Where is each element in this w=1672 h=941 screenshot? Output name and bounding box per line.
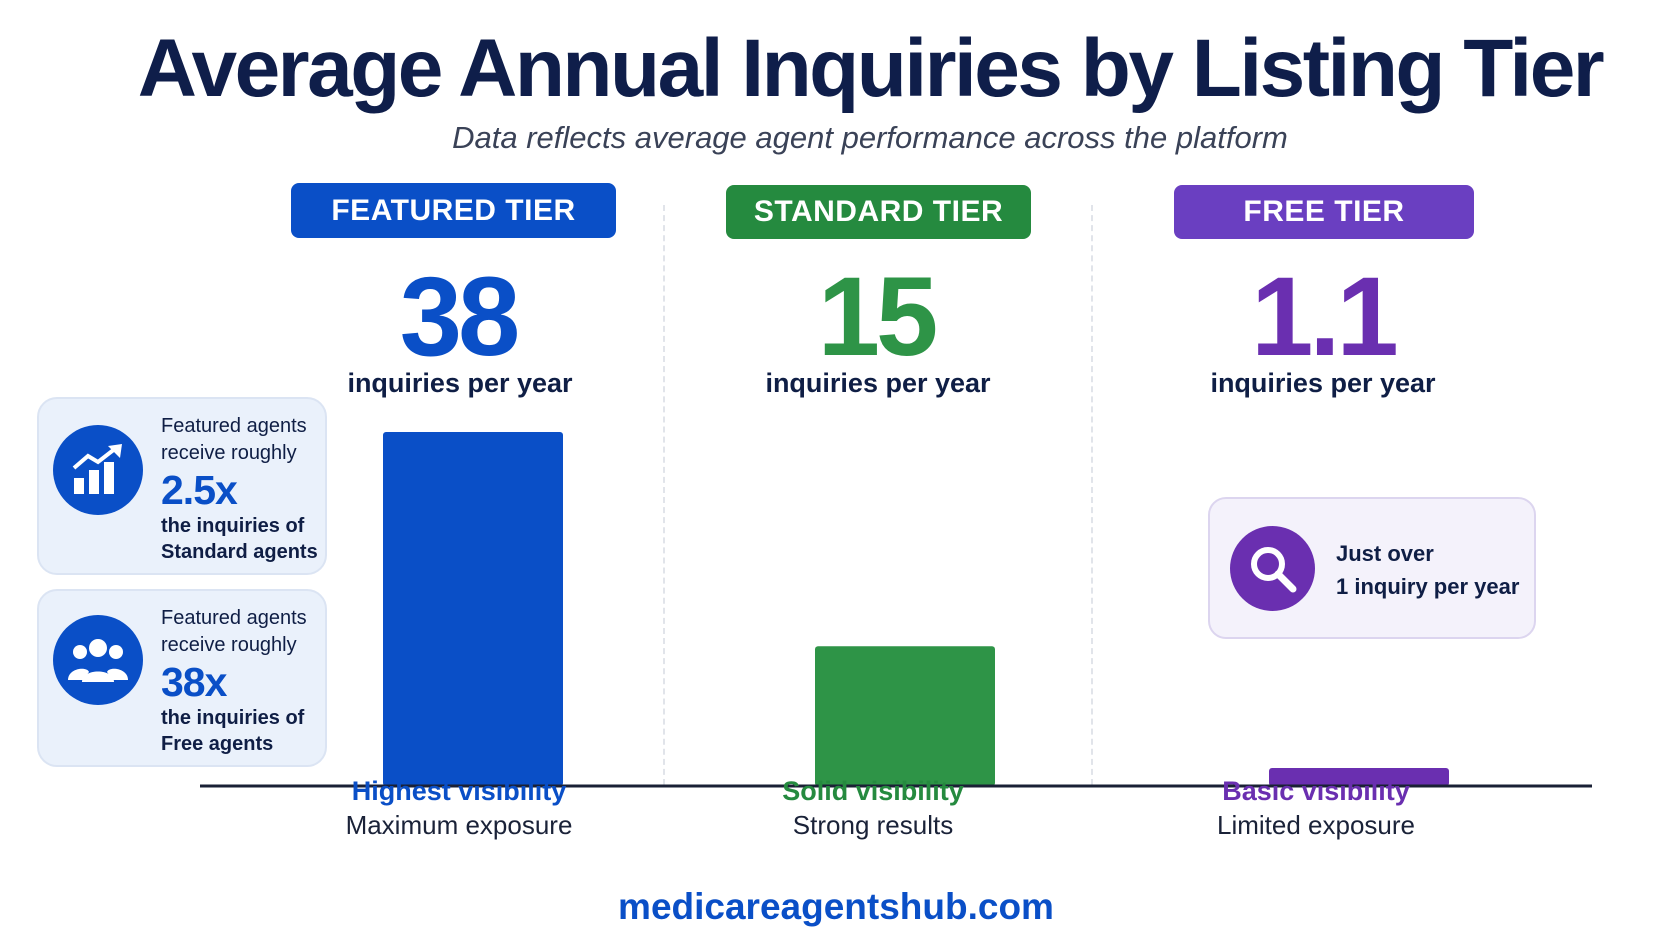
value-label-free: 1.1	[1251, 254, 1399, 379]
people-group-icon	[53, 615, 143, 705]
value-label-featured: 38	[399, 254, 521, 379]
unit-label-featured: inquiries per year	[347, 368, 573, 398]
tier-badge-featured: FEATURED TIER	[291, 183, 616, 238]
magnifier-icon	[1230, 526, 1315, 611]
category-subline-standard: Strong results	[792, 810, 954, 840]
footer-url[interactable]: medicareagentshub.com	[618, 886, 1054, 927]
callout-multiplier: 38x	[161, 659, 227, 705]
callout-line: the inquiries of	[161, 707, 305, 729]
callout-line: the inquiries of	[161, 515, 305, 537]
category-subline-featured: Maximum exposure	[345, 810, 573, 840]
unit-label-free: inquiries per year	[1210, 368, 1436, 398]
callout-line: Standard agents	[161, 541, 318, 563]
chart-subtitle: Data reflects average agent performance …	[452, 120, 1288, 155]
column-divider	[663, 205, 665, 785]
tier-badge-standard: STANDARD TIER	[726, 185, 1031, 239]
callout-line: receive roughly	[161, 634, 297, 656]
value-label-standard: 15	[817, 254, 939, 379]
callout-line: receive roughly	[161, 442, 297, 464]
bar-featured	[383, 432, 563, 786]
bar-standard	[815, 646, 995, 786]
category-subline-free: Limited exposure	[1217, 810, 1415, 840]
category-headline-standard: Solid visibility	[782, 776, 964, 806]
callout-featured-vs-free: Featured agents receive roughly 38x the …	[37, 589, 327, 767]
callout-featured-vs-standard: Featured agents receive roughly 2.5x the…	[37, 397, 327, 575]
category-headline-featured: Highest visibility	[351, 776, 567, 806]
chart-title: Average Annual Inquiries by Listing Tier	[137, 23, 1605, 114]
note-line: 1 inquiry per year	[1336, 574, 1520, 599]
free-tier-note: Just over 1 inquiry per year	[1208, 497, 1536, 639]
category-headline-free: Basic visibility	[1222, 776, 1410, 806]
callout-line: Featured agents	[161, 415, 307, 437]
unit-label-standard: inquiries per year	[765, 368, 991, 398]
growth-chart-icon	[53, 425, 143, 515]
bar-free	[1269, 768, 1449, 786]
callout-multiplier: 2.5x	[161, 467, 238, 513]
note-line: Just over	[1336, 541, 1434, 566]
tier-badge-free: FREE TIER	[1174, 185, 1474, 239]
callout-line: Featured agents	[161, 607, 307, 629]
callout-line: Free agents	[161, 733, 274, 755]
column-divider	[1091, 205, 1093, 785]
